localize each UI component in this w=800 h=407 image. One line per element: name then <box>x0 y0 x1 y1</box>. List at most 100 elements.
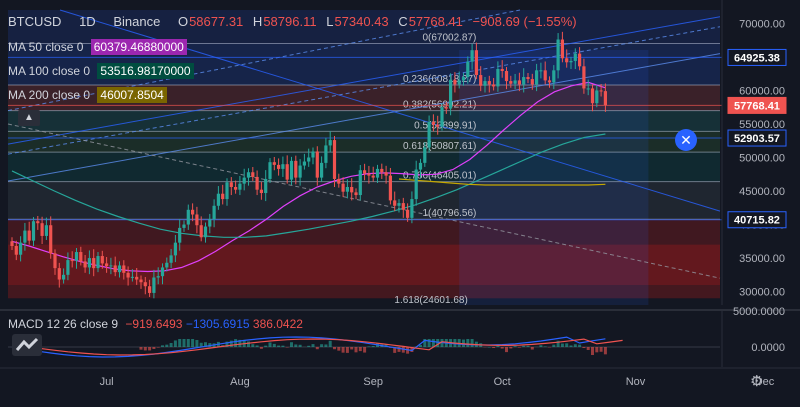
symbol-name[interactable]: BTCUSD <box>8 14 62 29</box>
candle-body <box>384 172 388 176</box>
candle-body <box>354 192 358 196</box>
candle-body <box>337 178 341 184</box>
macd-histogram-bar <box>492 347 496 348</box>
candle-body <box>160 267 165 277</box>
macd-histogram-bar <box>522 345 526 347</box>
price-marker-label: 57768.41 <box>734 100 780 112</box>
price-marker-box <box>727 129 787 147</box>
ma100-legend[interactable]: MA 100 close 0 53516.98170000 <box>8 63 194 79</box>
candle-body <box>31 221 36 241</box>
fib-level-label: 1.618(24601.68) <box>394 295 467 306</box>
candle-body <box>358 170 362 196</box>
macd-histogram-bar <box>307 345 311 347</box>
candle-body <box>565 58 569 63</box>
signal-value: −1305.6915 <box>185 317 250 331</box>
candle-body <box>139 279 143 283</box>
candle-body <box>324 145 328 163</box>
candle-body <box>251 172 255 177</box>
candle-body <box>350 187 354 193</box>
macd-histogram-bar <box>466 339 470 347</box>
macd-histogram-bar <box>225 341 229 347</box>
macd-histogram-bar <box>290 342 293 347</box>
candle-body <box>135 276 139 280</box>
remove-drawing-icon[interactable]: ✕ <box>675 129 697 151</box>
interval-label[interactable]: 1D <box>79 14 96 29</box>
candle-body <box>307 157 311 162</box>
tradingview-logo[interactable] <box>12 334 42 356</box>
macd-legend[interactable]: MACD 12 26 close 9 −919.6493 −1305.6915 … <box>8 317 303 331</box>
candle-body <box>66 260 70 275</box>
candle-body <box>109 265 113 267</box>
candle-body <box>156 276 160 278</box>
candle-body <box>169 255 173 263</box>
macd-tick-label: 5000.0000 <box>733 306 785 318</box>
macd-histogram-bar <box>556 340 560 347</box>
price-marker-box <box>727 96 787 114</box>
macd-histogram-bar <box>552 344 556 347</box>
candle-body <box>14 246 18 255</box>
candle-body <box>182 224 186 228</box>
candle-body <box>470 50 474 62</box>
candle-body <box>522 77 526 85</box>
candle-body <box>83 261 87 268</box>
macd-histogram-bar <box>268 342 272 347</box>
candle-body <box>311 151 315 158</box>
candle-body <box>599 90 603 92</box>
candle-body <box>264 178 268 194</box>
candle-body <box>423 147 427 163</box>
candle-body <box>87 258 91 268</box>
close-label: C <box>398 14 408 29</box>
trend-line <box>7 26 721 155</box>
price-marker-box <box>727 211 787 229</box>
macd-histogram-bar <box>345 347 349 353</box>
candle-body <box>126 272 130 278</box>
macd-signal-line <box>29 338 623 356</box>
macd-histogram-bar <box>496 345 500 347</box>
candle-body <box>573 53 577 61</box>
macd-histogram-bar <box>173 340 177 347</box>
candle-body <box>40 223 44 236</box>
candle-body <box>216 193 220 206</box>
settings-gear-icon[interactable]: ⚙ <box>750 373 764 390</box>
candle-body <box>272 162 276 165</box>
candle-body <box>363 170 367 174</box>
price-tick-label: 50000.00 <box>739 153 785 165</box>
candle-body <box>117 265 122 273</box>
macd-histogram-bar <box>152 347 156 349</box>
fib-zone <box>8 110 720 132</box>
candle-body <box>212 205 216 220</box>
macd-histogram-bar <box>509 347 513 349</box>
candle-body <box>27 230 31 241</box>
macd-tick-label: 0.0000 <box>751 342 785 354</box>
macd-histogram-bar <box>603 347 607 355</box>
exchange-label: Binance <box>113 14 161 29</box>
candle-body <box>418 162 423 170</box>
candle-body <box>246 172 251 178</box>
price-tick-label: 35000.00 <box>739 253 785 265</box>
fib-level-label: 1(40796.56) <box>422 208 476 219</box>
candle-body <box>406 209 410 218</box>
ma50-legend[interactable]: MA 50 close 0 60379.46880000 <box>8 39 187 55</box>
candle-body <box>466 61 470 78</box>
candle-body <box>492 84 496 87</box>
macd-histogram-bar <box>419 344 422 347</box>
candle-body <box>500 69 504 72</box>
candle-body <box>453 79 457 85</box>
hist-value: 386.0422 <box>252 317 303 331</box>
low-value: 57340.43 <box>334 14 389 29</box>
macd-histogram-bar <box>569 345 573 347</box>
ma200-legend[interactable]: MA 200 close 0 46007.8504 <box>8 87 167 103</box>
macd-histogram-bar <box>363 347 367 353</box>
candle-body <box>547 80 552 83</box>
candle-body <box>393 200 397 206</box>
candle-body <box>461 77 466 81</box>
candle-body <box>582 66 586 89</box>
collapse-legend-button[interactable]: ▲ <box>18 110 40 126</box>
candle-body <box>36 221 40 224</box>
macd-histogram-bar <box>423 339 427 347</box>
macd-value: −919.6493 <box>125 317 183 331</box>
candle-body <box>53 253 57 269</box>
macd-histogram-bar <box>578 344 582 347</box>
candle-body <box>242 177 246 184</box>
